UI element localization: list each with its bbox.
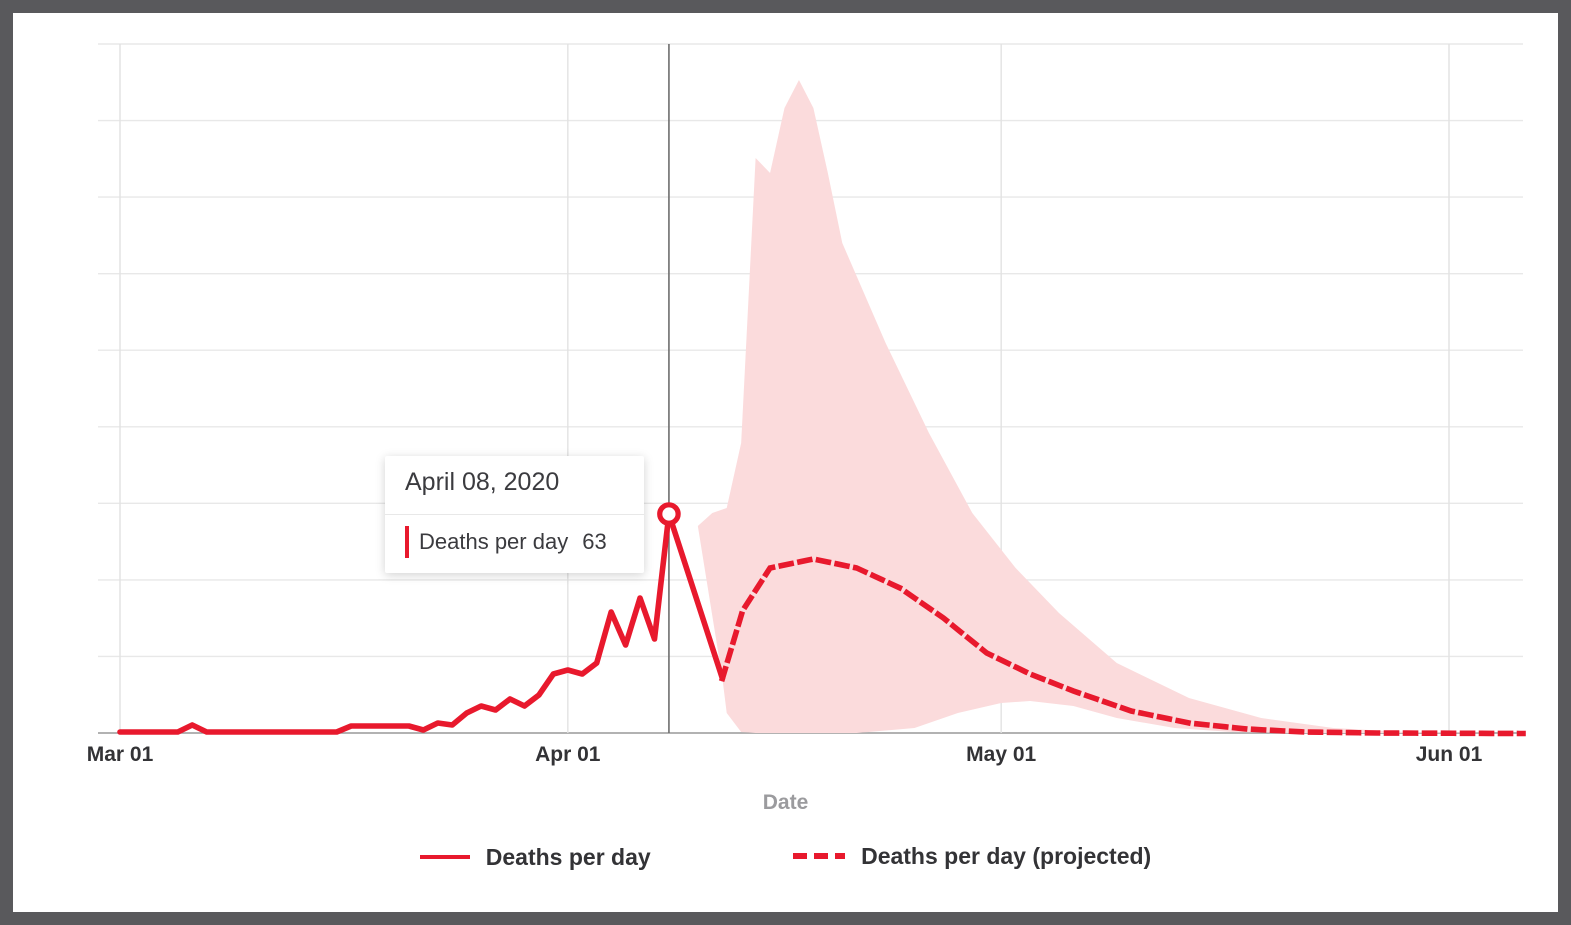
svg-text:Jun 01: Jun 01 xyxy=(1416,743,1483,766)
svg-text:Apr 01: Apr 01 xyxy=(535,743,601,766)
svg-text:Mar 01: Mar 01 xyxy=(87,743,154,766)
svg-text:May 01: May 01 xyxy=(966,743,1036,766)
